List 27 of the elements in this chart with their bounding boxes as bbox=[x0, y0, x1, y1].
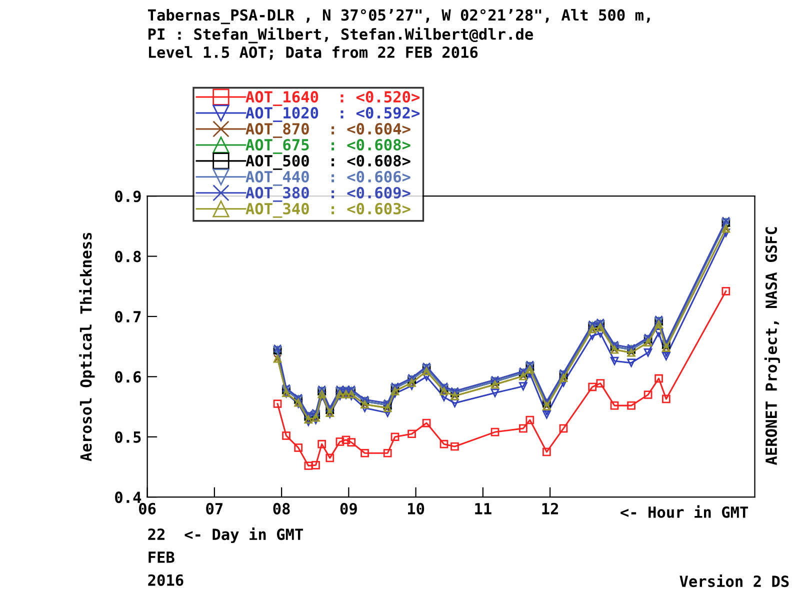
text: 22 <- Day in GMT FEB 2016 bbox=[148, 527, 304, 586]
legend-label: AOT_500 : <0.608> bbox=[246, 154, 410, 170]
y-tick-label: 0.5 bbox=[115, 431, 141, 443]
x-tick-label: 07 bbox=[206, 502, 222, 514]
legend-label: AOT_1020 : <0.592> bbox=[246, 107, 420, 122]
x-tick-label: 10 bbox=[408, 502, 424, 514]
y-tick-label: 0.4 bbox=[115, 492, 142, 504]
y-tick-label: 0.6 bbox=[115, 371, 141, 383]
x-tick-label: 08 bbox=[273, 502, 290, 514]
y-tick-label: 0.9 bbox=[115, 190, 141, 202]
legend-label: AOT_870 : <0.604> bbox=[246, 123, 410, 138]
text: Version 2 DS bbox=[680, 574, 789, 588]
x-axis-title: <- Hour in GMT bbox=[620, 505, 748, 518]
chart-title: Tabernas_PSA-DLR , N 37°05’27", W 02°21’28", Alt 500 m, PI : Stefan_Wilbert, Stefan.Wilbert@dlr.de Level 1.5 AOT; Data from 22 FEB 2016 bbox=[148, 8, 650, 60]
y-axis-title: Aerosol Optical Thickness bbox=[79, 232, 95, 462]
legend-label: AOT_340 : <0.603> bbox=[246, 202, 410, 218]
legend-label: AOT_1640 : <0.520> bbox=[246, 91, 420, 106]
x-tick-label: 09 bbox=[340, 502, 357, 515]
legend-label: AOT_380 : <0.609> bbox=[246, 186, 410, 202]
x-tick-label: 06 bbox=[139, 502, 156, 514]
text: AERONET Project, NASA GSFC bbox=[764, 227, 780, 466]
x-tick-label: 11 bbox=[475, 503, 492, 514]
x-tick-label: 12 bbox=[542, 502, 558, 514]
y-tick-label: 0.7 bbox=[115, 310, 141, 322]
legend-label: AOT_675 : <0.608> bbox=[246, 138, 410, 154]
y-tick-label: 0.8 bbox=[115, 250, 141, 262]
legend-label: AOT_440 : <0.606> bbox=[246, 170, 410, 186]
